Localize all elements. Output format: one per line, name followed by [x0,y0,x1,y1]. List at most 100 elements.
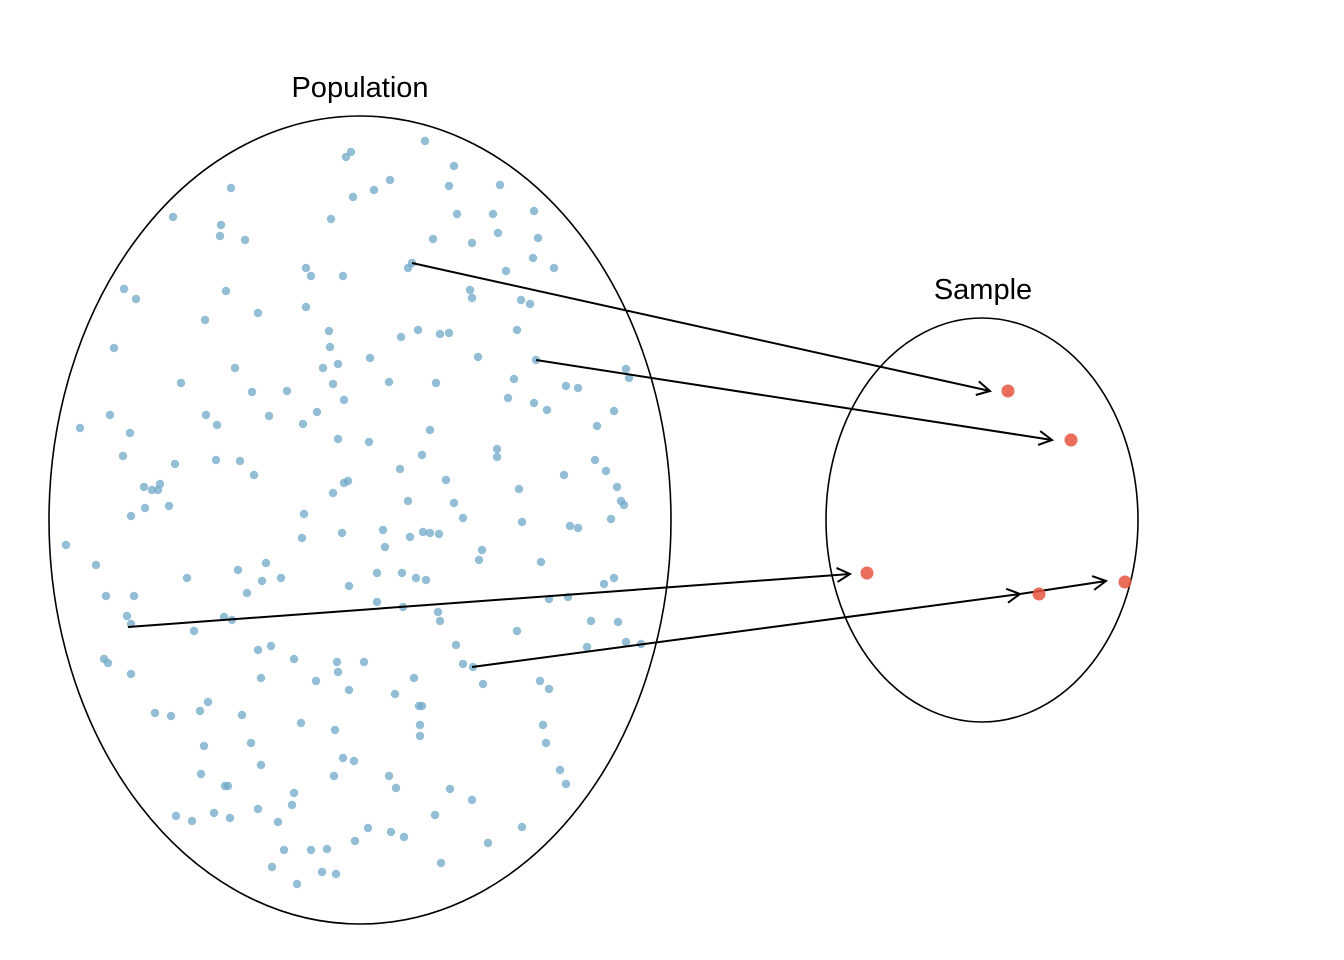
population-dot [517,517,527,527]
population-dot [322,844,332,854]
sample-label: Sample [934,274,1032,306]
population-dot [535,676,545,686]
population-dot [386,827,396,837]
population-dot [363,823,373,833]
population-dot [261,558,271,568]
population-dot [91,560,101,570]
population-dot [445,784,455,794]
population-dot [249,470,259,480]
population-dot [492,444,502,454]
population-dot [267,862,277,872]
population-dot [478,679,488,689]
population-dot [541,738,551,748]
population-dot [397,568,407,578]
population-dot [216,220,226,230]
population-dot [212,420,222,430]
population-dot [452,209,462,219]
population-dot [276,573,286,583]
population-dot [467,293,477,303]
population-dot [196,769,206,779]
population-dot [483,838,493,848]
population-dot [287,800,297,810]
population-dot [372,568,382,578]
population-dot [164,501,174,511]
population-dot [380,542,390,552]
population-dot [253,308,263,318]
population-dot [166,711,176,721]
population-dot [561,779,571,789]
population-dot [306,271,316,281]
population-dots [61,136,646,889]
population-dot [503,393,513,403]
population-dot [61,540,71,550]
population-dot [324,326,334,336]
population-dot [495,180,505,190]
population-dot [417,450,427,460]
population-dot [317,867,327,877]
population-dot [170,459,180,469]
population-dot [349,756,359,766]
population-dot [473,352,483,362]
population-dot [297,533,307,543]
population-dot [344,685,354,695]
population-dot [337,528,347,538]
population-dot [296,718,306,728]
sample-dot [1064,433,1078,447]
population-dot [331,869,341,879]
population-dot [253,804,263,814]
population-dot [253,645,263,655]
sample-dot [860,566,874,580]
population-dot [328,488,338,498]
population-dot [565,521,575,531]
population-dot [403,496,413,506]
population-dot [201,410,211,420]
population-dot [586,616,596,626]
population-dot [492,452,502,462]
population-dot [187,816,197,826]
population-dot [417,701,427,711]
population-dot [301,263,311,273]
population-dot [237,710,247,720]
population-dot [441,475,451,485]
population-dot [609,406,619,416]
population-dot [601,466,611,476]
population-dot [264,411,274,421]
population-dot [621,364,631,374]
population-ellipse [48,115,672,925]
population-dot [559,470,569,480]
population-dot [119,284,129,294]
population-dot [226,183,236,193]
population-dot [512,626,522,636]
sampling-arrow [411,262,990,391]
population-dot [488,209,498,219]
population-dot [612,482,622,492]
population-dot [247,387,257,397]
population-dot [129,591,139,601]
population-dot [431,378,441,388]
population-dot [333,667,343,677]
population-dot [529,398,539,408]
population-dot [344,581,354,591]
population-dot [573,523,583,533]
population-dot [444,328,454,338]
population-dot [590,455,600,465]
population-dot [339,395,349,405]
population-dot [616,496,626,506]
population-dot [306,845,316,855]
population-dot [365,353,375,363]
population-dot [444,181,454,191]
population-dot [512,325,522,335]
population-dot [348,192,358,202]
population-dot [477,545,487,555]
population-dot [434,529,444,539]
population-dot [621,637,631,647]
population-dot [329,771,339,781]
population-dot [409,673,419,683]
population-dot [542,405,552,415]
population-dot [436,858,446,868]
population-dot [411,573,421,583]
population-dot [103,658,113,668]
population-dot [573,383,583,393]
population-dot [330,725,340,735]
